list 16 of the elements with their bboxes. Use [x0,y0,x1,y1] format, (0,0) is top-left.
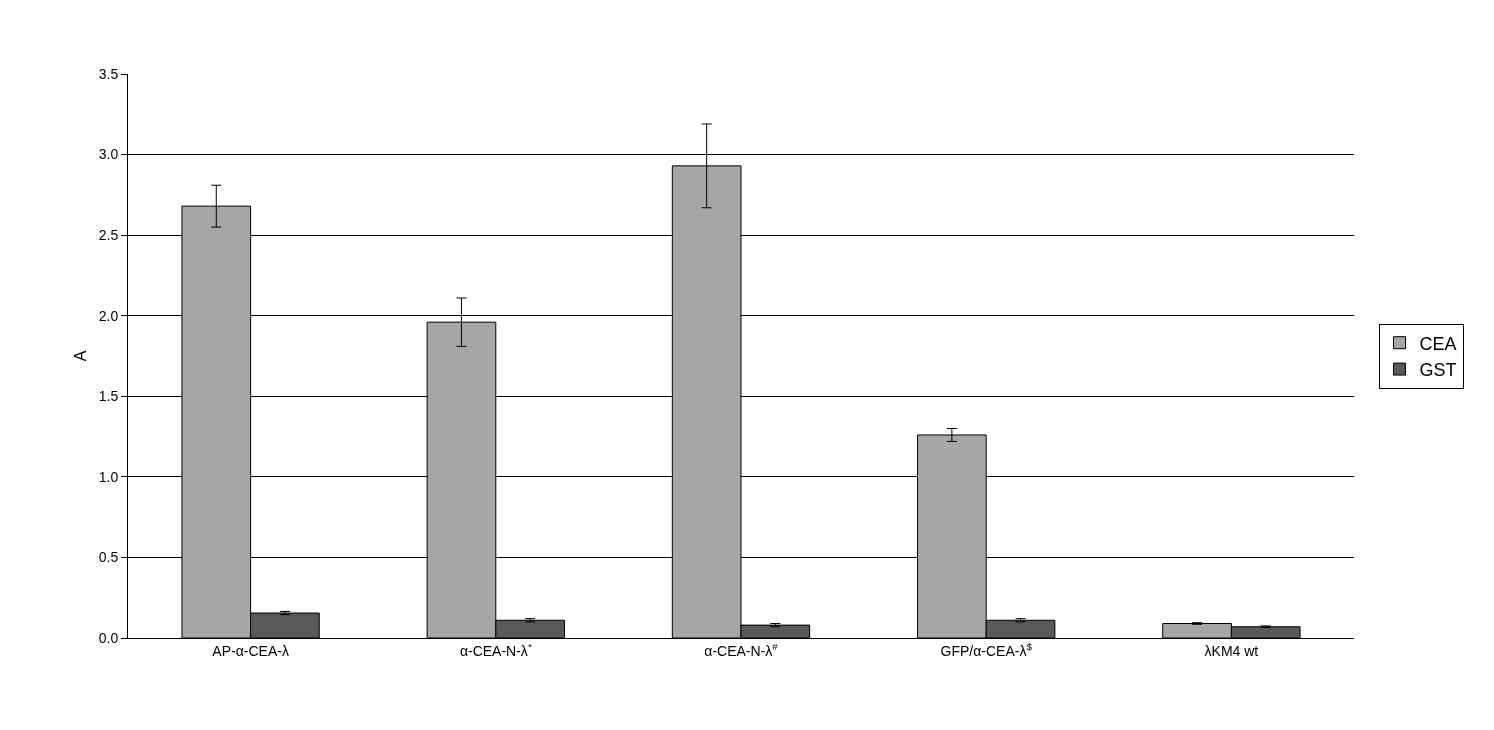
x-tick-label: α-CEA-N-λ$^{*}$ [459,640,532,659]
y-tick-label: 0.5 [98,549,119,566]
y-tick-label: 1.5 [98,388,119,405]
x-tick-label: α-CEA-N-λ$^{#}$ [704,640,779,659]
legend-label: GST [1419,360,1457,381]
x-tick-label: λKM4 wt [1204,642,1259,659]
y-axis-title: A [72,350,89,362]
x-tick-label: GFP/α-CEA-λ$^{$}$ [940,640,1033,659]
y-tick-label: 3.0 [98,146,119,163]
y-tick-label: 2.5 [98,227,119,244]
x-tick-label: AP-α-CEA-λ [212,642,289,659]
y-tick-label: 3.5 [98,65,119,82]
legend-label: CEA [1419,333,1457,354]
y-tick-label: 0.0 [98,629,119,646]
y-tick-label: 1.0 [98,468,119,485]
y-tick-label: 2.0 [98,307,119,324]
